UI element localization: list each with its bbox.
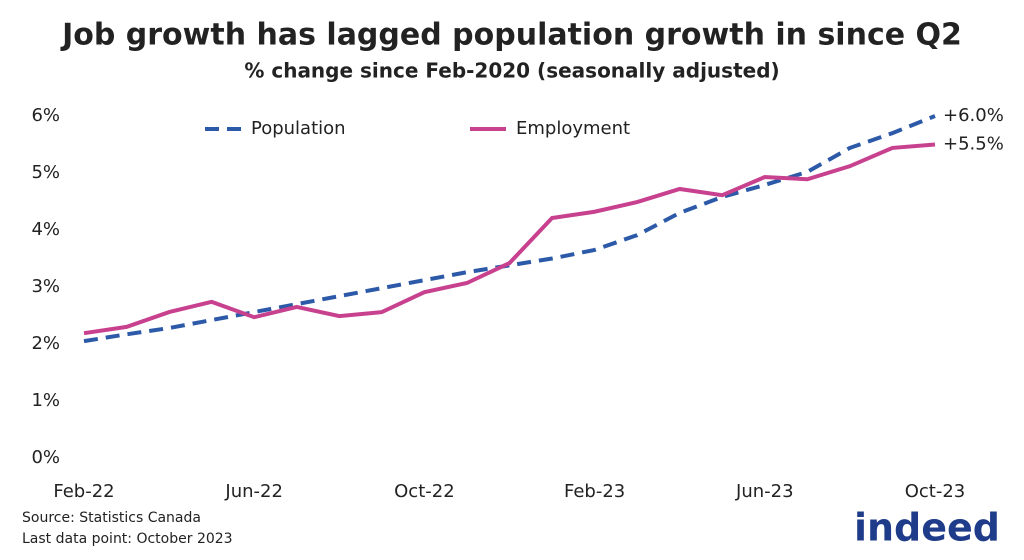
line-series (83, 114, 936, 344)
source: Source: Statistics Canada (22, 510, 201, 526)
y-tick-label: 0% (31, 447, 60, 468)
value-label: +5.5% (943, 134, 1004, 155)
legend-label: Employment (516, 118, 630, 139)
x-tick-label: Jun-22 (224, 481, 283, 502)
y-tick-label: 4% (31, 219, 60, 240)
line-series (83, 142, 936, 336)
y-tick-label: 2% (31, 333, 60, 354)
y-tick-label: 6% (31, 105, 60, 126)
x-tick-label: Feb-22 (53, 481, 114, 502)
value-label: +6.0% (943, 105, 1004, 126)
legend-label: Population (251, 118, 346, 139)
chart-title: Job growth has lagged population growth … (60, 18, 962, 53)
logo: indeed (854, 506, 1000, 550)
x-tick-label: Jun-23 (735, 481, 794, 502)
x-tick-label: Oct-23 (905, 481, 966, 502)
y-tick-label: 3% (31, 276, 60, 297)
x-tick-label: Feb-23 (564, 481, 625, 502)
x-tick-label: Oct-22 (394, 481, 455, 502)
chart-subtitle: % change since Feb-2020 (seasonally adju… (244, 59, 779, 83)
y-tick-label: 1% (31, 390, 60, 411)
note: Last data point: October 2023 (22, 531, 233, 547)
y-tick-label: 5% (31, 162, 60, 183)
